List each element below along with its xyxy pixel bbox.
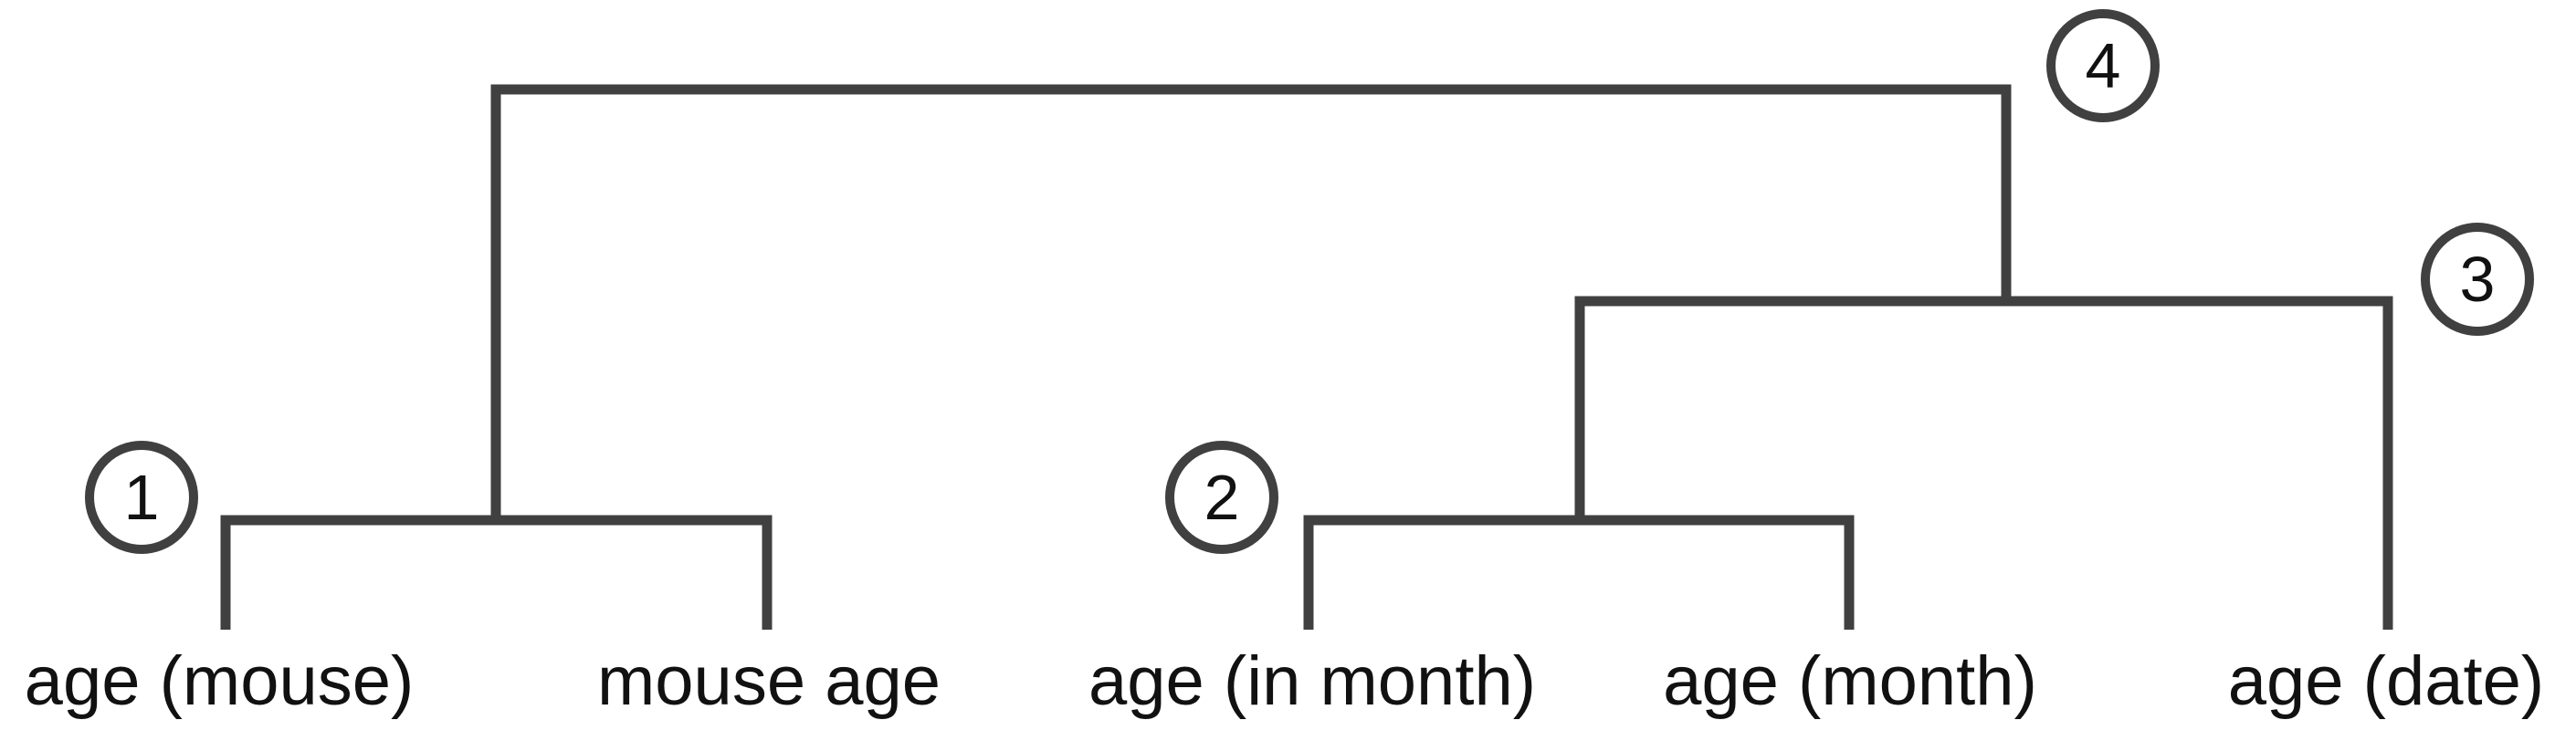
merge-marker-3: 3: [2421, 223, 2534, 336]
leaf-label-mouse-age: mouse age: [597, 642, 941, 720]
leaf-label-age-month: age (month): [1663, 642, 2037, 720]
branch-merge-1: [220, 515, 773, 630]
leaf-label-age-date: age (date): [2228, 642, 2544, 720]
branch-merge-4: [490, 84, 2012, 520]
merge-number-4: 4: [2086, 30, 2121, 101]
merge-marker-2: 2: [1165, 441, 1278, 554]
branch-merge-2: [1303, 515, 1855, 630]
leaf-label-age-mouse: age (mouse): [25, 642, 415, 720]
merge-number-1: 1: [124, 462, 160, 533]
merge-marker-4: 4: [2046, 9, 2160, 122]
branch-merge-3: [1574, 296, 2393, 630]
merge-number-3: 3: [2460, 244, 2496, 315]
merge-number-2: 2: [1204, 462, 1240, 533]
merge-marker-1: 1: [85, 441, 198, 554]
leaf-label-age-in-month: age (in month): [1088, 642, 1536, 720]
